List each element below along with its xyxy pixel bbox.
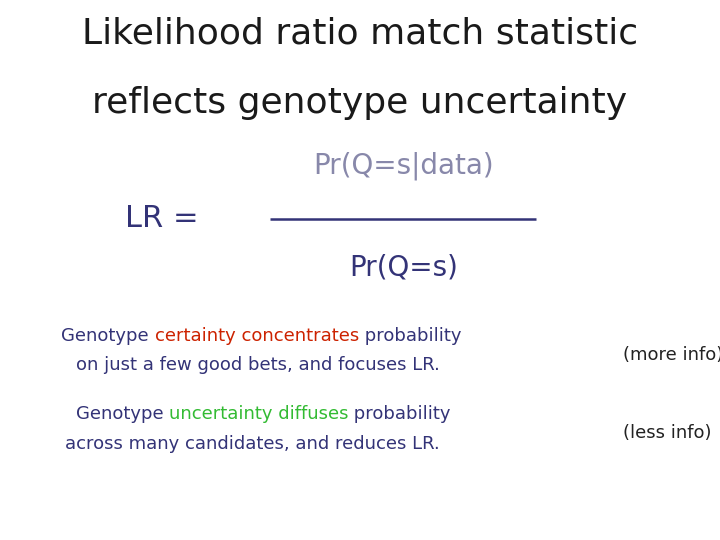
Text: (more info): (more info) — [623, 346, 720, 363]
Text: (less info): (less info) — [623, 424, 711, 442]
Text: Pr(Q=s): Pr(Q=s) — [348, 254, 458, 282]
Text: Pr(Q=s|data): Pr(Q=s|data) — [313, 151, 493, 180]
Text: across many candidates, and reduces LR.: across many candidates, and reduces LR. — [65, 435, 439, 453]
Text: probability: probability — [359, 327, 462, 345]
Text: probability: probability — [348, 405, 451, 423]
Text: on just a few good bets, and focuses LR.: on just a few good bets, and focuses LR. — [76, 356, 439, 374]
Text: Genotype: Genotype — [76, 405, 169, 423]
Text: Likelihood ratio match statistic: Likelihood ratio match statistic — [82, 16, 638, 50]
Text: Genotype: Genotype — [61, 327, 155, 345]
Text: uncertainty diffuses: uncertainty diffuses — [169, 405, 348, 423]
Text: certainty concentrates: certainty concentrates — [155, 327, 359, 345]
Text: LR =: LR = — [125, 204, 209, 233]
Text: reflects genotype uncertainty: reflects genotype uncertainty — [92, 86, 628, 120]
